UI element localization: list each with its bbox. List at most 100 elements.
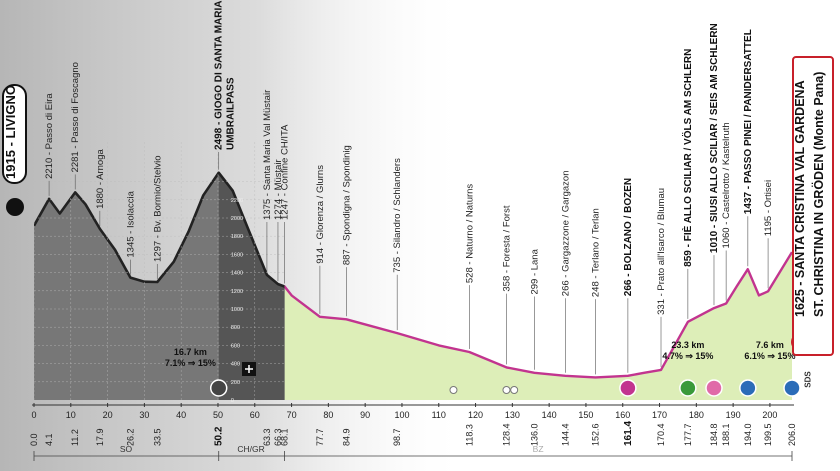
km-tick-label: 184.8	[709, 423, 719, 446]
km-scale-label: 100	[394, 410, 409, 420]
finish-badge	[792, 56, 834, 356]
km-tick-label: 68.1	[280, 428, 290, 446]
point-label: 1437 - PASSO PINEI / PANIDERSATTEL	[743, 29, 754, 214]
point-label: 914 - Glorenza / Glurns	[315, 165, 326, 264]
km-tick-label: 199.5	[763, 423, 773, 446]
km-scale-label: 150	[578, 410, 593, 420]
intermediate-gpm-icon	[679, 379, 697, 397]
altitude-scale-label: 1400	[231, 271, 243, 277]
profile-area	[34, 171, 792, 400]
km-tick-label: 11.2	[70, 429, 80, 446]
sprint-icon-2	[705, 379, 723, 397]
km-tick-label: 161.4	[623, 421, 634, 446]
mountain-gpm-icon	[209, 379, 228, 397]
altitude-scale-label: 2200	[231, 198, 243, 204]
km-tick-label: 77.7	[315, 428, 325, 446]
dark-fill-area	[218, 172, 285, 400]
altitude-gridlines	[33, 140, 285, 400]
km-scale-label: 80	[323, 410, 333, 420]
point-labels: 2210 - Passo di Eira 2281 - Passo di Fosc…	[44, 1, 774, 315]
point-label: 887 - Spondigna / Spondinig	[341, 145, 352, 265]
start-label: 1915 - LIVIGNO	[3, 85, 18, 179]
climb-gradient: 4.7% ⇒ 15%	[662, 351, 713, 361]
km-tick-label: 194.0	[743, 423, 753, 446]
km-scale-label: 140	[542, 410, 557, 420]
altitude-scale-label: 600	[231, 343, 240, 349]
climb-gradient: 6.1% ⇒ 15%	[744, 351, 795, 361]
finish-label-line1: 1625 - SANTA CRISTINA VAL GARDENA	[793, 80, 807, 317]
km-tick-label: 17.9	[95, 428, 105, 446]
point-label: 2210 - Passo di Eira	[44, 93, 55, 179]
climb-length: 7.6 km	[756, 340, 784, 350]
point-label: 2281 - Passo di Foscagno	[70, 62, 81, 172]
point-label: 2498 - GIOGO DI SANTA MARIA	[214, 1, 225, 150]
gpm-icon-3	[783, 379, 801, 397]
km-scale-label: 20	[103, 410, 113, 420]
km-tick-label: 144.4	[560, 423, 570, 446]
km-scale-label: 130	[505, 410, 520, 420]
km-tick-label: 0.0	[29, 433, 39, 446]
altitude-scale-label: 400	[231, 362, 240, 368]
point-label: 266 - BOLZANO / BOZEN	[623, 178, 634, 296]
point-label: 299 - Lana	[529, 248, 540, 294]
altitude-scale-label: 1000	[231, 307, 243, 313]
region-bar: SO CH/GR BZ	[33, 444, 793, 461]
tunnel-icon	[449, 386, 458, 394]
point-label: 248 - Terlano / Terlan	[591, 208, 602, 297]
km-scale-label: 40	[176, 410, 186, 420]
km-scale-label: 10	[66, 410, 76, 420]
km-tick-label: 26.2	[125, 428, 135, 446]
km-tick-label: 206.0	[787, 423, 797, 446]
km-scale-label: 190	[726, 410, 741, 420]
km-scale-label: 180	[689, 410, 704, 420]
km-tick-label: 188.1	[721, 423, 731, 446]
km-tick-label: 4.1	[44, 433, 54, 446]
point-label: 1274 - Müstair	[273, 159, 284, 220]
altitude-scale-label: 1600	[231, 252, 243, 258]
sprint-icon	[619, 379, 637, 397]
km-scale-label: 90	[360, 410, 370, 420]
km-axis: 0 10 20 30 40 50 60 70 80 90 100 110 120 130 140 150 160…	[29, 403, 797, 446]
km-scale-label: 170	[652, 410, 667, 420]
point-leaders	[48, 152, 769, 375]
region-label: CH/GR	[237, 444, 264, 454]
km-tick-label: 50.2	[214, 426, 225, 446]
point-label: 528 - Naturno / Naturns	[464, 184, 475, 284]
gpm-icon-2	[739, 379, 757, 397]
climb-length: 23.3 km	[671, 340, 704, 350]
point-label: 1060 - Castelrotto / Kastelruth	[721, 122, 732, 248]
km-scale-label: 200	[762, 410, 777, 420]
km-tick-label: 152.6	[591, 423, 601, 446]
climb-gradient: 7.1% ⇒ 15%	[165, 358, 216, 368]
km-tick-label: 136.0	[529, 423, 539, 446]
start-cyclist-icon	[6, 198, 24, 216]
point-label: 331 - Prato all'Isarco / Blumau	[656, 188, 667, 315]
point-label: 1880 - Arnoga	[95, 149, 106, 209]
profile-line-magenta	[284, 251, 792, 379]
km-scale-label: 70	[287, 410, 297, 420]
tunnel-icon	[510, 386, 519, 394]
point-label: 1375 - Santa Maria Val Müstair	[262, 90, 273, 220]
point-label: 859 - FIÈ ALLO SCILIAR / VÖLS AM SCHLERN	[681, 49, 694, 267]
start-altitude: 1915	[3, 150, 18, 179]
point-label: 1345 - Isolaccia	[125, 190, 136, 257]
km-scale-label: 60	[250, 410, 260, 420]
point-label-secondary: UMBRAILPASS	[226, 77, 237, 150]
start-name: LIVIGNO	[3, 85, 18, 139]
km-tick-label: 170.4	[656, 423, 666, 446]
altitude-scale-label: 2000	[231, 216, 243, 222]
region-label: BZ	[533, 444, 544, 454]
km-scale-label: 50	[213, 410, 223, 420]
point-label: 266 - Gargazzone / Gargazon	[560, 171, 571, 297]
km-tick-label: 63.3	[262, 428, 272, 446]
km-tick-label: 66.3	[273, 428, 283, 446]
km-scale-label: 110	[432, 410, 446, 420]
altitude-scale: 2200200018001600140012001000800600400200…	[231, 198, 243, 404]
km-tick-label: 118.3	[464, 424, 474, 446]
region-label: SO	[120, 444, 133, 454]
point-label: 1297 - Bv. Bormio/Stelvio	[152, 155, 163, 261]
altitude-scale-label: 1200	[231, 289, 243, 295]
altitude-scale-label: 800	[231, 325, 240, 331]
